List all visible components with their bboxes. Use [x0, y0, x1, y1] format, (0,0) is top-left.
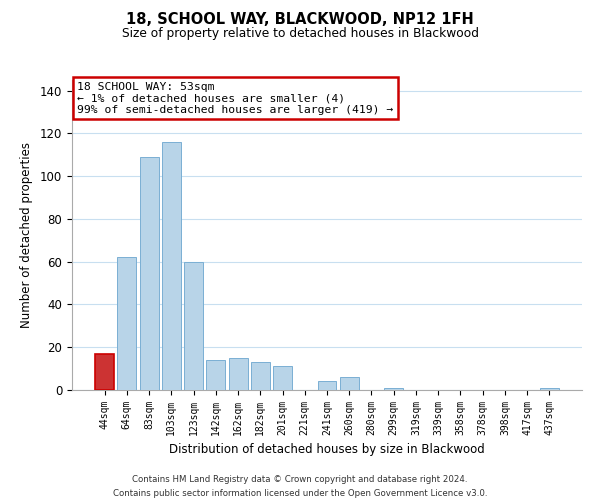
Text: 18, SCHOOL WAY, BLACKWOOD, NP12 1FH: 18, SCHOOL WAY, BLACKWOOD, NP12 1FH [126, 12, 474, 28]
Y-axis label: Number of detached properties: Number of detached properties [20, 142, 33, 328]
Text: Contains HM Land Registry data © Crown copyright and database right 2024.
Contai: Contains HM Land Registry data © Crown c… [113, 476, 487, 498]
Bar [273, 366, 292, 390]
Bar [340, 377, 359, 390]
Bar [184, 262, 203, 390]
Text: 18 SCHOOL WAY: 53sqm
← 1% of detached houses are smaller (4)
99% of semi-detache: 18 SCHOOL WAY: 53sqm ← 1% of detached ho… [77, 82, 394, 115]
Text: Size of property relative to detached houses in Blackwood: Size of property relative to detached ho… [121, 28, 479, 40]
Bar [229, 358, 248, 390]
Bar [140, 157, 158, 390]
Bar [384, 388, 403, 390]
Bar [251, 362, 270, 390]
X-axis label: Distribution of detached houses by size in Blackwood: Distribution of detached houses by size … [169, 444, 485, 456]
Bar [118, 258, 136, 390]
Bar [540, 388, 559, 390]
Bar [95, 354, 114, 390]
Bar [317, 382, 337, 390]
Bar [206, 360, 225, 390]
Bar [162, 142, 181, 390]
